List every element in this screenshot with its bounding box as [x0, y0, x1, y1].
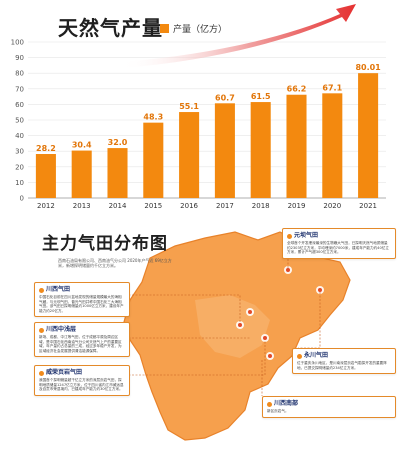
leader-line	[118, 340, 266, 376]
bar-value-label: 48.3	[143, 113, 163, 122]
bar	[214, 103, 235, 198]
bar	[286, 94, 307, 198]
bar-value-label: 60.7	[215, 93, 235, 102]
bar	[71, 150, 92, 198]
card-text: 我国首个探明储量超千亿立方米的深层页岩气田，探明地质储量1247亿立方米，位于四…	[39, 378, 124, 392]
bar	[322, 93, 343, 198]
x-tick-label: 2021	[359, 202, 377, 210]
field-pin-center	[286, 268, 290, 272]
x-tick-label: 2017	[216, 202, 234, 210]
map-intro: 西南石油局有限公司、西南油气分公司 2020年产气近 69亿立方米，新增探明储量…	[58, 258, 172, 268]
chart-legend: 产量（亿方）	[160, 22, 227, 35]
leader-line	[118, 294, 241, 322]
bar-value-label: 30.4	[72, 141, 92, 150]
bar-value-label: 67.1	[322, 83, 342, 92]
card-title: 永川气田	[297, 352, 391, 360]
x-tick-label: 2019	[288, 202, 306, 210]
x-tick-label: 2014	[109, 202, 127, 210]
bar	[250, 102, 271, 198]
card-yuanba: 元坝气田 全球首个开发埋深最深的生物礁大气田，已探明天然气地质储量约2303亿立…	[282, 228, 396, 259]
bar-value-label: 66.2	[287, 85, 307, 94]
card-text: 新场、成都、中江等气田，位于成都平原及周边区域，是中国石化西南油气分公司天然气上…	[39, 335, 122, 353]
y-tick-label: 70	[15, 85, 24, 93]
card-chuanxinan: 川西南部 新区页岩气。	[262, 396, 396, 418]
bar	[107, 148, 128, 198]
y-tick-label: 20	[15, 163, 24, 171]
field-pin-center	[268, 354, 272, 358]
field-pin-center	[238, 323, 242, 327]
x-tick-label: 2020	[323, 202, 341, 210]
bar-value-label: 32.0	[108, 138, 128, 147]
y-tick-label: 10	[15, 179, 24, 187]
card-weirong: 威荣页岩气田 我国首个探明储量超千亿立方米的深层页岩气田，探明地质储量1247亿…	[34, 365, 130, 396]
bar	[143, 122, 164, 198]
field-pin-center	[248, 310, 252, 314]
x-tick-label: 2013	[73, 202, 91, 210]
bar-value-label: 28.2	[36, 144, 56, 153]
card-text: 中国石化目前在四川盆地发现的储量规模最大的海相气藏，与元坝气田、普光气田并称中国…	[39, 295, 124, 313]
y-tick-label: 40	[15, 132, 24, 140]
x-tick-label: 2012	[37, 202, 55, 210]
bar-value-label: 80.01	[355, 63, 381, 72]
y-tick-label: 90	[15, 54, 24, 62]
y-tick-label: 50	[15, 117, 24, 125]
y-tick-label: 80	[15, 70, 24, 78]
card-chuanxi-zhongqian: 川西中浅层 新场、成都、中江等气田，位于成都平原及周边区域，是中国石化西南油气分…	[34, 322, 130, 358]
bar	[179, 112, 200, 198]
card-title: 威荣页岩气田	[39, 369, 125, 377]
x-tick-label: 2016	[180, 202, 198, 210]
card-chuanxi: 川西气田 中国石化目前在四川盆地发现的储量规模最大的海相气藏，与元坝气田、普光气…	[34, 282, 130, 318]
trend-arrow-icon	[120, 4, 356, 68]
y-tick-label: 30	[15, 148, 24, 156]
legend-swatch	[160, 24, 169, 33]
chart-title: 天然气产量	[58, 16, 163, 40]
legend-label: 产量（亿方）	[173, 25, 228, 35]
x-tick-label: 2018	[252, 202, 270, 210]
field-pin-center	[318, 288, 322, 292]
card-yongchuan: 永川气田 位于重庆永川地区，是川南深层页岩气勘探开发的重要阵地，已提交探明储量约…	[292, 348, 396, 375]
card-text: 新区页岩气。	[267, 409, 289, 413]
bar	[35, 154, 56, 198]
card-text: 全球首个开发埋深最深的生物礁大气田，已探明天然气地质储量约2303亿立方米，平均…	[287, 241, 389, 255]
field-pin-center	[263, 336, 267, 340]
bar	[358, 73, 379, 198]
y-tick-label: 0	[20, 195, 24, 203]
card-title: 川西中浅层	[39, 326, 125, 334]
card-text: 位于重庆永川地区，是川南深层页岩气勘探开发的重要阵地，已提交探明储量约234亿立…	[297, 361, 387, 370]
card-title: 川西南部	[267, 400, 391, 408]
y-tick-label: 60	[15, 101, 24, 109]
y-tick-label: 100	[11, 39, 24, 47]
x-tick-label: 2015	[144, 202, 162, 210]
card-title: 川西气田	[39, 286, 125, 294]
bar-value-label: 61.5	[251, 92, 271, 101]
card-title: 元坝气田	[287, 232, 391, 240]
map-title: 主力气田分布图	[42, 234, 168, 254]
bar-chart: 0 10 20 30 40 50 60 70 80 90 100 28.2 2012 30.4 2013 32…	[11, 4, 386, 210]
bar-value-label: 55.1	[179, 102, 199, 111]
